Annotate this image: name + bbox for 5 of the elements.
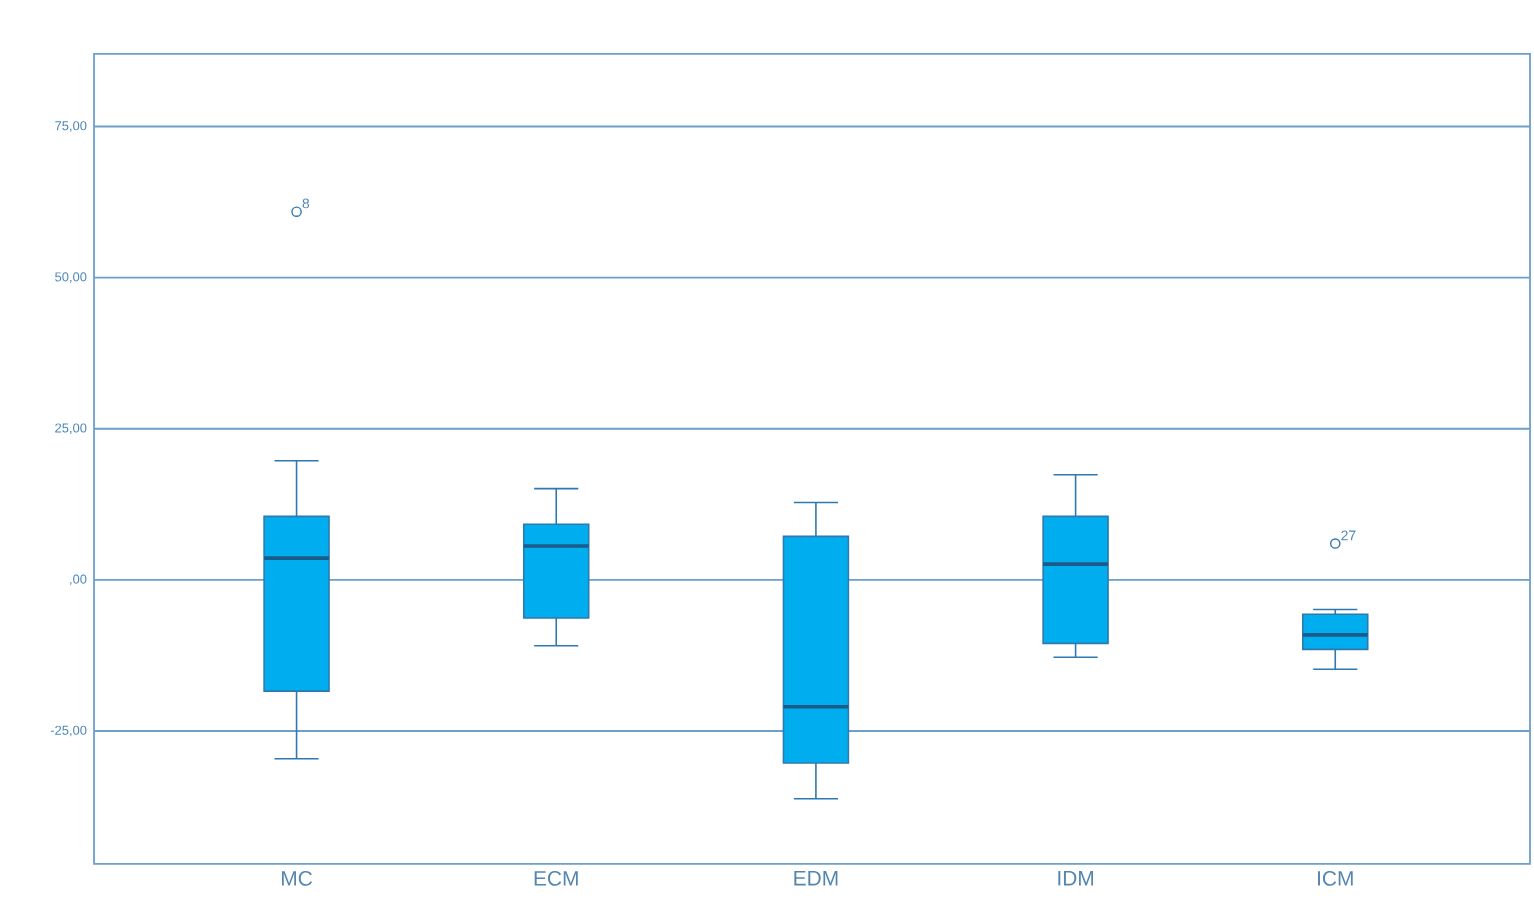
x-tick-label: IDM	[1058, 871, 1094, 886]
x-tick-label: MC	[282, 871, 313, 886]
x-tick-label: EDM	[794, 871, 838, 886]
x-tick-label: ICM	[1318, 871, 1353, 886]
x-tick-label: ECM	[534, 871, 578, 886]
